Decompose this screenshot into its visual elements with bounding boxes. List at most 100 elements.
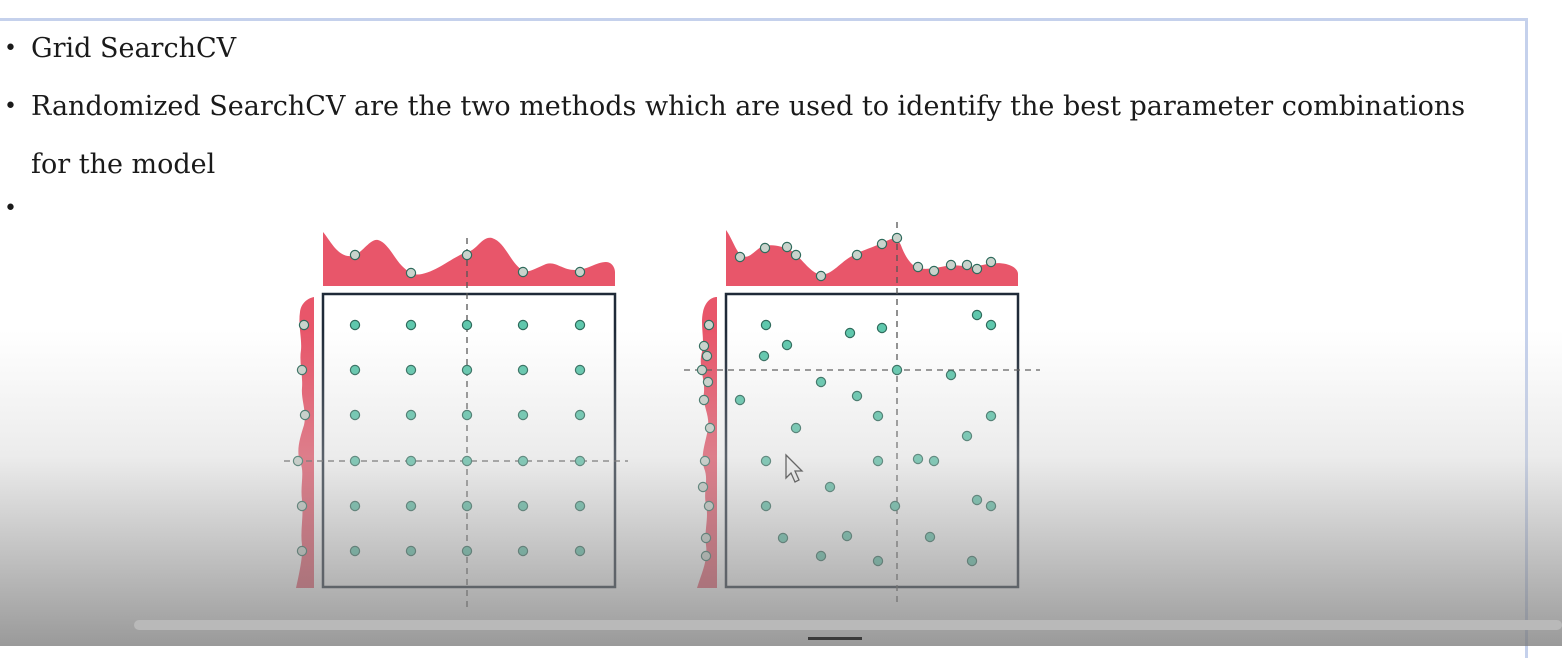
random-top-margin-points [734,232,997,282]
grid-point [405,545,417,557]
grid-point [574,409,586,421]
left-margin-point [698,394,710,406]
bullet-dot: • [4,94,17,119]
top-margin-point [790,249,802,261]
left-margin-point [292,455,304,467]
random-point [815,376,827,388]
top-margin-point [912,261,924,273]
grid-point [461,364,473,376]
grid-point [349,545,361,557]
random-point [872,410,884,422]
random-point [844,327,856,339]
grid-point [405,409,417,421]
left-margin-point [697,481,709,493]
random-point [985,500,997,512]
top-margin-point [985,256,997,268]
left-margin-point [296,364,308,376]
grid-search-panel [284,232,628,612]
random-top-density [726,230,1018,286]
random-point [928,455,940,467]
top-margin-point [891,232,903,244]
random-point [872,555,884,567]
top-margin-point [945,259,957,271]
grid-point [405,455,417,467]
random-point [971,494,983,506]
random-search-panel [684,222,1040,602]
left-margin-point [700,532,712,544]
random-point [889,500,901,512]
random-point [777,532,789,544]
random-point [876,322,888,334]
random-point [966,555,978,567]
random-point [790,422,802,434]
top-margin-point [928,265,940,277]
grid-point [349,409,361,421]
left-margin-point [296,545,308,557]
grid-point [574,500,586,512]
top-margin-point [461,249,473,261]
random-point [841,530,853,542]
left-margin-point [696,364,708,376]
grid-point [405,364,417,376]
cursor-arrow-icon [785,453,804,483]
grid-point [349,455,361,467]
grid-point [461,545,473,557]
random-point [758,350,770,362]
grid-point [574,545,586,557]
left-margin-point [703,319,715,331]
bullet-dot: • [4,36,17,61]
grid-point [517,364,529,376]
left-margin-point [296,500,308,512]
random-point [945,369,957,381]
left-margin-point [698,340,710,352]
top-margin-point [574,266,586,278]
grid-point [574,364,586,376]
left-margin-point [703,500,715,512]
bullet-text: Randomized SearchCV are the two methods … [31,91,1466,122]
top-margin-point [734,251,746,263]
random-left-density [697,297,717,588]
top-margin-point [876,238,888,250]
random-search-box [724,292,1020,589]
top-margin-point [759,242,771,254]
grid-point [349,364,361,376]
left-margin-point [704,422,716,434]
random-point [734,394,746,406]
random-point [760,455,772,467]
random-point [851,390,863,402]
random-point [891,364,903,376]
random-point [985,319,997,331]
grid-point [461,500,473,512]
bullet-text: Grid SearchCV [31,33,237,64]
bullet-text-continued: for the model [31,149,216,180]
grid-point [517,500,529,512]
bullet-dot: • [4,196,17,221]
random-point [760,319,772,331]
top-margin-point [781,241,793,253]
grid-top-margin-points [349,249,586,279]
grid-point [349,500,361,512]
random-point [971,309,983,321]
player-handle[interactable] [808,637,862,640]
grid-point [461,455,473,467]
random-point [760,500,772,512]
left-margin-point [700,550,712,562]
left-margin-point [701,350,713,362]
grid-point [405,500,417,512]
top-margin-point [971,263,983,275]
horizontal-scrollbar[interactable] [134,620,1562,630]
grid-point [405,319,417,331]
random-point [912,453,924,465]
top-margin-point [517,266,529,278]
random-point [781,339,793,351]
left-margin-point [699,455,711,467]
grid-point [574,455,586,467]
grid-left-density [296,297,314,588]
top-margin-point [961,259,973,271]
grid-point [517,455,529,467]
random-point [924,531,936,543]
grid-point [574,319,586,331]
left-margin-point [702,376,714,388]
grid-search-box [321,292,617,589]
